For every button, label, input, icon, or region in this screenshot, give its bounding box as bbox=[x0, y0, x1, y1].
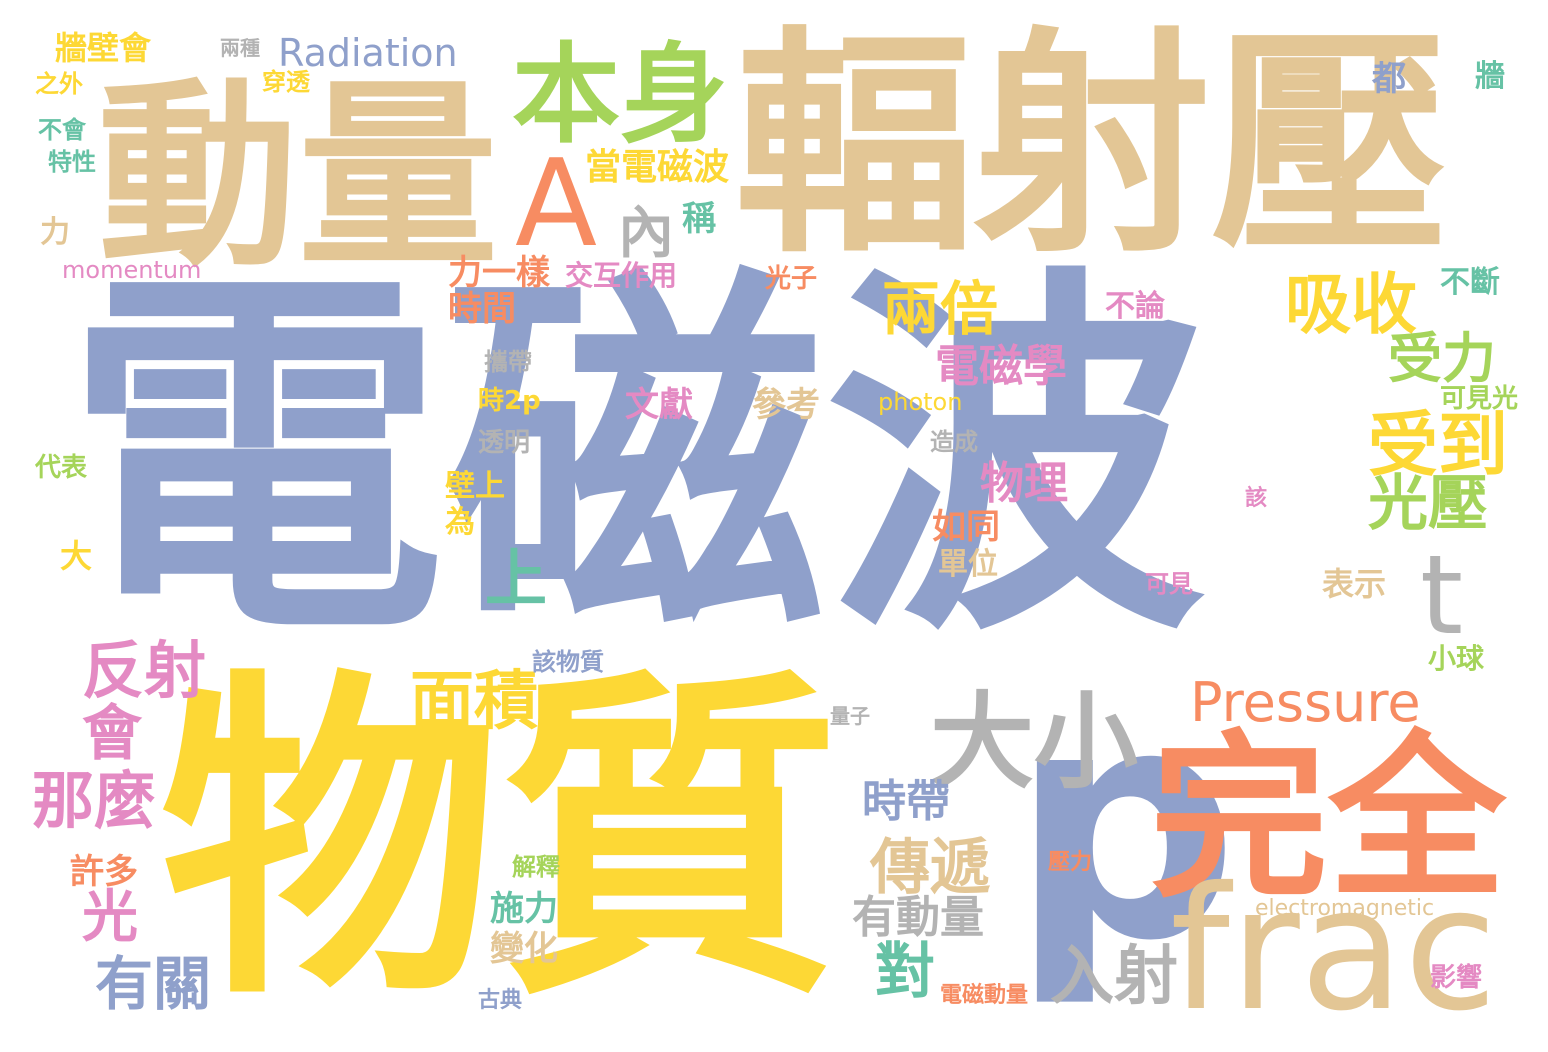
word-liangzhong: 兩種 bbox=[220, 36, 260, 60]
word-wei: 為 bbox=[445, 505, 475, 540]
word-wuzhi: 物質 bbox=[160, 644, 840, 1040]
word-biaoshi: 表示 bbox=[1322, 565, 1387, 603]
word-shi2p: 時2p bbox=[478, 386, 541, 416]
word-p: p bbox=[1010, 639, 1240, 1011]
word-gudian: 古典 bbox=[478, 988, 523, 1013]
word-xishou: 吸收 bbox=[1285, 266, 1417, 343]
word-frac: frac bbox=[1170, 851, 1498, 1049]
word-radiation: Radiation bbox=[278, 31, 458, 75]
word-diancidongliang: 電磁動量 bbox=[940, 983, 1029, 1008]
word-diancixue: 電磁學 bbox=[935, 341, 1067, 392]
word-cheng: 稱 bbox=[682, 199, 716, 239]
word-wuli: 物理 bbox=[980, 458, 1068, 509]
word-momentum: momentum bbox=[62, 256, 202, 284]
word-jiaohuzuoyong: 交互作用 bbox=[565, 259, 678, 292]
word-shijian: 時間 bbox=[448, 289, 516, 329]
word-pressure: Pressure bbox=[1190, 671, 1421, 734]
word-buduan: 不斷 bbox=[1440, 265, 1500, 300]
word-zhiwai: 之外 bbox=[35, 70, 83, 98]
word-guang: 光 bbox=[82, 885, 138, 950]
word-shang: 上 bbox=[485, 542, 548, 615]
word-yali: 壓力 bbox=[1048, 850, 1093, 875]
word-liyiyang: 力一樣 bbox=[448, 253, 550, 293]
word-yingxiang: 影響 bbox=[1430, 963, 1483, 993]
word-guangzi: 光子 bbox=[765, 264, 818, 294]
word-youdongliang: 有動量 bbox=[852, 892, 984, 943]
word-danwei: 單位 bbox=[938, 547, 998, 582]
word-da: 大 bbox=[60, 537, 93, 575]
word-cankao: 參考 bbox=[752, 385, 820, 425]
word-name: 那麼 bbox=[32, 764, 157, 837]
word-benshen: 本身 bbox=[512, 33, 729, 158]
word-bishang: 壁上 bbox=[445, 469, 505, 504]
word-buhui: 不會 bbox=[38, 116, 86, 144]
word-gaiwuzhi: 該物質 bbox=[532, 648, 604, 676]
word-dou: 都 bbox=[1372, 59, 1406, 99]
word-qiang: 牆 bbox=[1475, 59, 1505, 94]
word-nei: 內 bbox=[618, 201, 674, 266]
word-wenxian: 文獻 bbox=[625, 385, 693, 425]
word-a: A bbox=[515, 135, 598, 274]
word-jieshi: 解釋 bbox=[512, 853, 560, 881]
word-xiaoqiu: 小球 bbox=[1428, 642, 1485, 675]
word-electromagnetic: electromagnetic bbox=[1255, 896, 1435, 921]
word-xuduo: 許多 bbox=[70, 852, 138, 892]
word-touming: 透明 bbox=[478, 428, 531, 458]
word-chuantou: 穿透 bbox=[262, 68, 310, 96]
word-hui: 會 bbox=[82, 699, 142, 769]
word-shouli: 受力 bbox=[1388, 327, 1496, 390]
word-t: t bbox=[1420, 531, 1464, 659]
word-fanshe: 反射 bbox=[82, 634, 207, 707]
word-kejian: 可見 bbox=[1145, 570, 1193, 598]
word-daibiao: 代表 bbox=[35, 453, 88, 483]
word-rutong: 如同 bbox=[932, 507, 1000, 547]
word-zaocheng: 造成 bbox=[930, 428, 978, 456]
word-liangzi: 量子 bbox=[830, 704, 870, 728]
word-kejianguang: 可見光 bbox=[1440, 384, 1519, 414]
word-daxiao: 大小 bbox=[930, 681, 1139, 803]
word-photon: photon bbox=[878, 388, 963, 416]
word-wanquan: 完全 bbox=[1150, 715, 1506, 922]
word-bianhua: 變化 bbox=[490, 929, 558, 969]
word-dianciibo: 電磁波 bbox=[65, 238, 1205, 681]
word-xiedai: 攜帶 bbox=[484, 348, 532, 376]
word-texing: 特性 bbox=[48, 148, 96, 176]
word-youguan: 有關 bbox=[95, 950, 212, 1018]
word-chuandi: 傳遞 bbox=[870, 833, 990, 903]
word-dongliang: 動量 bbox=[98, 61, 499, 294]
word-guangya: 光壓 bbox=[1368, 469, 1488, 539]
word-rushe: 入射 bbox=[1050, 940, 1178, 1014]
word-dui: 對 bbox=[875, 937, 935, 1007]
word-shidai: 時帶 bbox=[862, 776, 950, 827]
word-liangbei: 兩倍 bbox=[882, 275, 999, 343]
word-fusheya: 輻射壓 bbox=[735, 8, 1449, 285]
word-shoudao: 受到 bbox=[1368, 404, 1508, 486]
word-dangdiancibo: 當電磁波 bbox=[585, 147, 730, 188]
word-shili: 施力 bbox=[490, 889, 558, 929]
word-bulun: 不論 bbox=[1105, 289, 1165, 324]
word-gai: 該 bbox=[1245, 486, 1268, 511]
word-mianji: 面積 bbox=[410, 665, 538, 739]
word-qiangbihui: 牆壁會 bbox=[55, 29, 152, 67]
word-li: 力 bbox=[40, 215, 70, 250]
